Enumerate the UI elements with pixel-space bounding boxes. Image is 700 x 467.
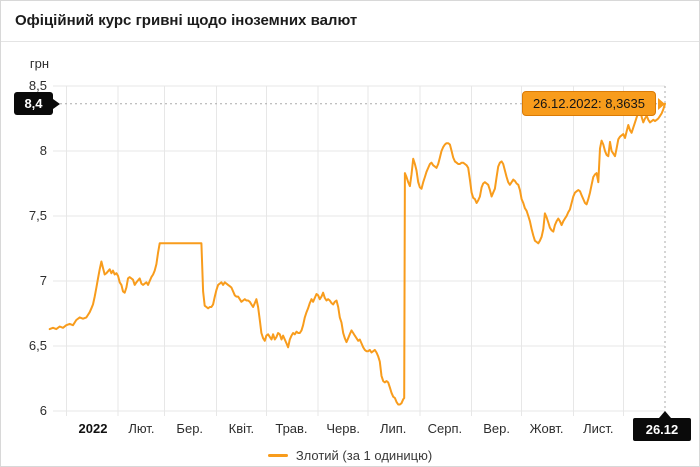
y-axis-unit-label: грн — [29, 56, 49, 71]
x-tick-label: Квіт. — [228, 421, 255, 436]
y-crosshair-badge: 8,4 — [14, 92, 53, 116]
x-tick-label: 2022 — [78, 421, 108, 436]
series-line-icon — [267, 453, 288, 457]
tooltip-arrow-icon — [658, 97, 665, 110]
x-tick-label: Черв. — [326, 421, 360, 436]
y-tick-label: 6 — [39, 403, 47, 418]
x-badge-arrow-icon — [659, 411, 671, 418]
page-title: Офіційний курс гривні щодо іноземних вал… — [15, 12, 358, 29]
x-tick-label: Бер. — [176, 421, 204, 436]
y-badge-arrow-icon — [53, 98, 60, 109]
y-tick-label: 7 — [39, 273, 47, 288]
y-tick-label: 7,5 — [28, 208, 47, 223]
x-tick-label: Серп. — [427, 421, 463, 436]
y-tick-label: 8,5 — [28, 78, 47, 93]
legend-label: Злотий (за 1 одиницю) — [295, 447, 433, 463]
y-tick-label: 8 — [39, 143, 47, 158]
x-tick-label: Лип. — [379, 421, 407, 436]
x-tick-label: Вер. — [483, 421, 510, 436]
x-tick-label: Лют. — [128, 421, 155, 436]
x-crosshair-badge: 26.12 — [633, 418, 691, 441]
x-tick-label: Трав. — [275, 421, 308, 436]
y-tick-label: 6,5 — [28, 338, 47, 353]
x-tick-label: Жовт. — [529, 421, 564, 436]
widget-header: Офіційний курс гривні щодо іноземних вал… — [1, 1, 699, 42]
x-tick-label: Лист. — [583, 421, 614, 436]
value-tooltip: 26.12.2022: 8,3635 — [521, 91, 656, 117]
legend: Злотий (за 1 одиницю) — [1, 445, 699, 465]
